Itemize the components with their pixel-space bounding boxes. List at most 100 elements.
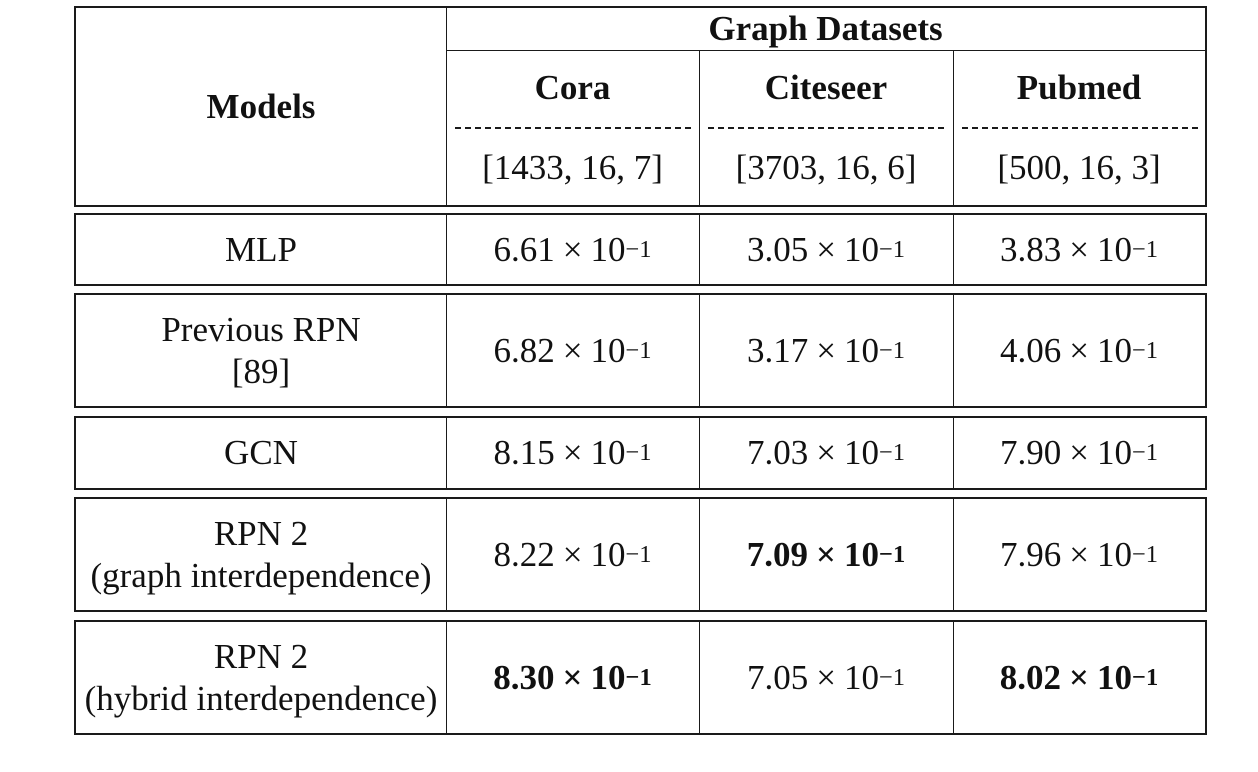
value-cell-best: 7.09 × 10 −1 [746,534,906,574]
times-symbol: × [562,534,583,574]
row-divider [446,499,447,610]
table-row: GCN 8.15 × 10 −1 7.03 × 10 −1 7.90 × 10 −1 [74,416,1207,490]
value-base: 10 [843,534,879,574]
value-base: 10 [843,229,879,269]
table-row: MLP 6.61 × 10 −1 3.05 × 10 −1 3.83 × 10 −1 [74,213,1207,286]
model-name-line1: GCN [224,433,298,472]
times-symbol: × [816,330,836,370]
model-name-line2: (hybrid interdependence) [84,678,438,718]
graph-datasets-header: Graph Datasets [708,9,943,48]
value-cell: 4.06 × 10 −1 [999,330,1159,370]
row-divider [953,418,954,488]
row-divider [953,622,954,733]
model-name-line2: [89] [231,351,291,391]
header-dash-pubmed [962,127,1198,129]
value-base: 10 [843,433,879,472]
row-divider [446,622,447,733]
row-divider [699,499,700,610]
value-base: 10 [1096,330,1132,370]
model-name: RPN 2 (hybrid interdependence) [76,622,446,733]
times-symbol: × [1069,330,1089,370]
header-divider-1 [699,50,700,205]
value-mantissa: 3.05 [746,229,809,269]
times-symbol: × [1069,534,1089,574]
times-symbol: × [1069,433,1089,472]
model-name: Previous RPN [89] [76,295,446,406]
table-row: RPN 2 (hybrid interdependence) 8.30 × 10 −1… [74,620,1207,735]
value-base: 10 [590,330,626,370]
header-dash-cora [455,127,691,129]
value-base: 10 [590,534,626,574]
row-divider [699,295,700,406]
times-symbol: × [816,657,836,697]
model-name: RPN 2 (graph interdependence) [76,499,446,610]
row-divider [953,215,954,284]
header-dash-citeseer [708,127,944,129]
value-base: 10 [1096,433,1132,472]
value-mantissa: 4.06 [999,330,1062,370]
model-name: GCN [76,418,446,488]
value-base: 10 [590,433,626,472]
value-cell: 3.83 × 10 −1 [999,229,1159,269]
row-divider [953,499,954,610]
times-symbol: × [1069,657,1089,697]
times-symbol: × [816,229,836,269]
times-symbol: × [816,534,836,574]
value-base: 10 [590,229,626,269]
row-divider [699,622,700,733]
value-cell: 6.82 × 10 −1 [493,330,652,370]
times-symbol: × [562,229,583,269]
value-base: 10 [1096,229,1132,269]
times-symbol: × [816,433,836,472]
value-cell: 6.61 × 10 −1 [493,229,652,269]
models-header: Models [206,86,316,126]
value-cell: 8.22 × 10 −1 [493,534,652,574]
value-mantissa: 7.03 [746,433,809,472]
value-cell: 3.17 × 10 −1 [746,330,906,370]
model-name-line1: RPN 2 [213,636,309,676]
row-divider [446,295,447,406]
dataset-name-pubmed: Pubmed [1016,68,1142,107]
value-base: 10 [590,657,626,697]
value-base: 10 [1096,534,1132,574]
model-name: MLP [76,215,446,284]
value-cell: 7.03 × 10 −1 [746,433,906,472]
row-divider [446,418,447,488]
value-mantissa: 3.83 [999,229,1062,269]
header-block: Models Graph Datasets Cora Citeseer Pubm… [74,6,1207,207]
dataset-name-cora: Cora [534,68,611,107]
value-mantissa: 7.96 [999,534,1062,574]
dataset-dims-pubmed: [500, 16, 3] [997,147,1161,187]
table-row: RPN 2 (graph interdependence) 8.22 × 10 −1 … [74,497,1207,612]
value-mantissa: 8.22 [493,534,555,574]
dataset-dims-citeseer: [3703, 16, 6] [735,147,917,187]
value-mantissa: 6.82 [493,330,555,370]
table-row: Previous RPN [89] 6.82 × 10 −1 3.17 × 10 −1 4.… [74,293,1207,408]
value-mantissa: 3.17 [746,330,809,370]
value-base: 10 [843,330,879,370]
model-name-line2: (graph interdependence) [90,555,432,595]
model-name-line1: RPN 2 [213,513,309,553]
times-symbol: × [562,330,583,370]
value-mantissa: 6.61 [493,229,555,269]
value-mantissa: 7.90 [999,433,1062,472]
dataset-dims-cora: [1433, 16, 7] [482,147,663,187]
times-symbol: × [1069,229,1089,269]
value-base: 10 [1096,657,1132,697]
model-name-line1: Previous RPN [161,309,361,349]
dataset-name-citeseer: Citeseer [764,68,888,107]
value-cell: 7.05 × 10 −1 [746,657,906,697]
row-divider [953,295,954,406]
value-mantissa: 7.05 [746,657,809,697]
value-mantissa: 8.30 [493,657,555,697]
model-name-line1: MLP [225,229,297,269]
value-mantissa: 7.09 [746,534,809,574]
row-divider [699,215,700,284]
value-cell-best: 8.30 × 10 −1 [493,657,652,697]
value-cell: 7.90 × 10 −1 [999,433,1159,472]
value-mantissa: 8.15 [493,433,555,472]
header-group-rule [446,50,1205,51]
value-cell-best: 8.02 × 10 −1 [999,657,1159,697]
times-symbol: × [562,433,583,472]
row-divider [446,215,447,284]
